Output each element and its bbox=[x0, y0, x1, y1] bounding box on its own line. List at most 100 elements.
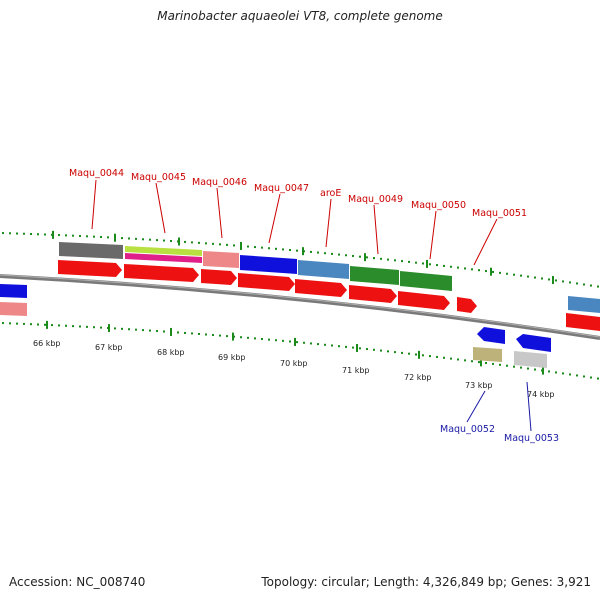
tick-label-73: 73 kbp bbox=[465, 381, 493, 390]
cds-maqu-0049[interactable] bbox=[349, 285, 397, 303]
cds-row-forward bbox=[58, 260, 477, 313]
cds-maqu-0053[interactable] bbox=[516, 334, 551, 352]
cds-aroe[interactable] bbox=[295, 279, 347, 297]
label-maqu-0053: Maqu_0053 bbox=[504, 433, 559, 444]
scale-dot bbox=[324, 252, 326, 255]
tick-label-67: 67 kbp bbox=[95, 343, 123, 352]
scale-major-tick bbox=[542, 366, 544, 375]
cds-maqu-0047[interactable] bbox=[238, 273, 295, 291]
scale-major-tick bbox=[232, 332, 234, 341]
scale-dot bbox=[58, 324, 60, 327]
feature-maqu-0044[interactable] bbox=[59, 242, 123, 259]
scale-major-tick bbox=[114, 233, 116, 242]
scale-dot bbox=[100, 326, 102, 329]
scale-dot bbox=[86, 235, 88, 238]
scale-dot bbox=[471, 268, 473, 271]
scale-dot bbox=[16, 322, 18, 325]
scale-dot bbox=[268, 338, 270, 341]
cds-maqu-0044[interactable] bbox=[58, 260, 122, 277]
scale-dot bbox=[485, 361, 487, 364]
scale-dot bbox=[492, 362, 494, 365]
scale-dot bbox=[387, 350, 389, 353]
scale-dot bbox=[317, 251, 319, 254]
cds-maqu-0045[interactable] bbox=[124, 264, 199, 282]
scale-dot bbox=[506, 364, 508, 367]
genome-backbone bbox=[0, 274, 600, 340]
scale-dot bbox=[485, 270, 487, 273]
feature-maqu-0045-a[interactable] bbox=[125, 246, 202, 256]
scale-major-tick bbox=[356, 344, 358, 353]
scale-dot bbox=[331, 252, 333, 255]
leader-maqu-0046 bbox=[216, 187, 223, 239]
accession-text: Accession: NC_008740 bbox=[9, 575, 146, 589]
scale-dot bbox=[261, 246, 263, 249]
feature-maqu-0049[interactable] bbox=[350, 266, 399, 285]
scale-major-tick bbox=[302, 247, 304, 256]
feature-maqu-0046[interactable] bbox=[203, 251, 239, 268]
label-maqu-0044: Maqu_0044 bbox=[69, 168, 124, 179]
scale-dot bbox=[93, 235, 95, 238]
scale-dot bbox=[198, 241, 200, 244]
scale-dot bbox=[212, 334, 214, 337]
gene-labels-top: Maqu_0044 Maqu_0045 Maqu_0046 Maqu_0047 … bbox=[69, 168, 527, 219]
tick-label-70: 70 kbp bbox=[280, 359, 308, 368]
scale-dot bbox=[177, 331, 179, 334]
feature-maqu-0053[interactable] bbox=[514, 351, 547, 368]
leader-maqu-0045 bbox=[155, 182, 166, 234]
scale-dot bbox=[282, 248, 284, 251]
feature-aroe[interactable] bbox=[298, 260, 349, 279]
cds-right-red[interactable] bbox=[566, 313, 600, 331]
feature-maqu-0047[interactable] bbox=[240, 255, 297, 274]
scale-dot bbox=[422, 354, 424, 357]
tick-label-69: 69 kbp bbox=[218, 353, 246, 362]
feature-maqu-0050[interactable] bbox=[400, 271, 452, 291]
scale-dot bbox=[170, 239, 172, 242]
scale-dot bbox=[534, 276, 536, 279]
scale-dot bbox=[37, 323, 39, 326]
scale-dot bbox=[317, 343, 319, 346]
scale-dot bbox=[58, 234, 60, 237]
feature-left-blue[interactable] bbox=[0, 284, 27, 298]
feature-maqu-0052[interactable] bbox=[473, 347, 502, 362]
leader-maqu-0052 bbox=[466, 390, 486, 423]
scale-dot bbox=[443, 264, 445, 267]
scale-dot bbox=[520, 274, 522, 277]
scale-dot bbox=[457, 358, 459, 361]
scale-dot bbox=[2, 322, 4, 325]
scale-dot bbox=[555, 279, 557, 282]
cds-maqu-0052[interactable] bbox=[477, 327, 505, 344]
scale-dot bbox=[429, 263, 431, 266]
scale-dot bbox=[443, 356, 445, 359]
cds-maqu-0046[interactable] bbox=[201, 269, 237, 285]
scale-dot bbox=[520, 366, 522, 369]
scale-dot bbox=[30, 323, 32, 326]
scale-dot bbox=[51, 324, 53, 327]
scale-dot bbox=[247, 336, 249, 339]
scale-dot bbox=[492, 270, 494, 273]
scale-dot bbox=[65, 234, 67, 237]
label-aroe: aroE bbox=[320, 188, 341, 199]
scale-dot bbox=[72, 234, 74, 237]
scale-dot bbox=[415, 261, 417, 264]
scale-dot bbox=[268, 247, 270, 250]
tick-label-68: 68 kbp bbox=[157, 348, 185, 357]
scale-major-tick bbox=[170, 327, 172, 336]
feature-left-pink[interactable] bbox=[0, 302, 27, 316]
scale-dot bbox=[114, 327, 116, 330]
scale-dot bbox=[513, 273, 515, 276]
scale-dot bbox=[282, 339, 284, 342]
leader-lines-top bbox=[91, 179, 498, 266]
scale-dot bbox=[597, 285, 599, 288]
scale-dot bbox=[261, 338, 263, 341]
scale-dot bbox=[499, 271, 501, 274]
scale-dot bbox=[527, 275, 529, 278]
feature-maqu-0045-b[interactable] bbox=[125, 253, 202, 263]
cds-maqu-0050[interactable] bbox=[398, 291, 450, 310]
scale-dot bbox=[359, 347, 361, 350]
scale-major-tick bbox=[52, 230, 54, 239]
cds-maqu-0051[interactable] bbox=[457, 297, 477, 313]
feature-right-steel[interactable] bbox=[568, 296, 600, 313]
scale-dot bbox=[219, 243, 221, 246]
scale-dot bbox=[380, 349, 382, 352]
scale-dot bbox=[107, 236, 109, 239]
